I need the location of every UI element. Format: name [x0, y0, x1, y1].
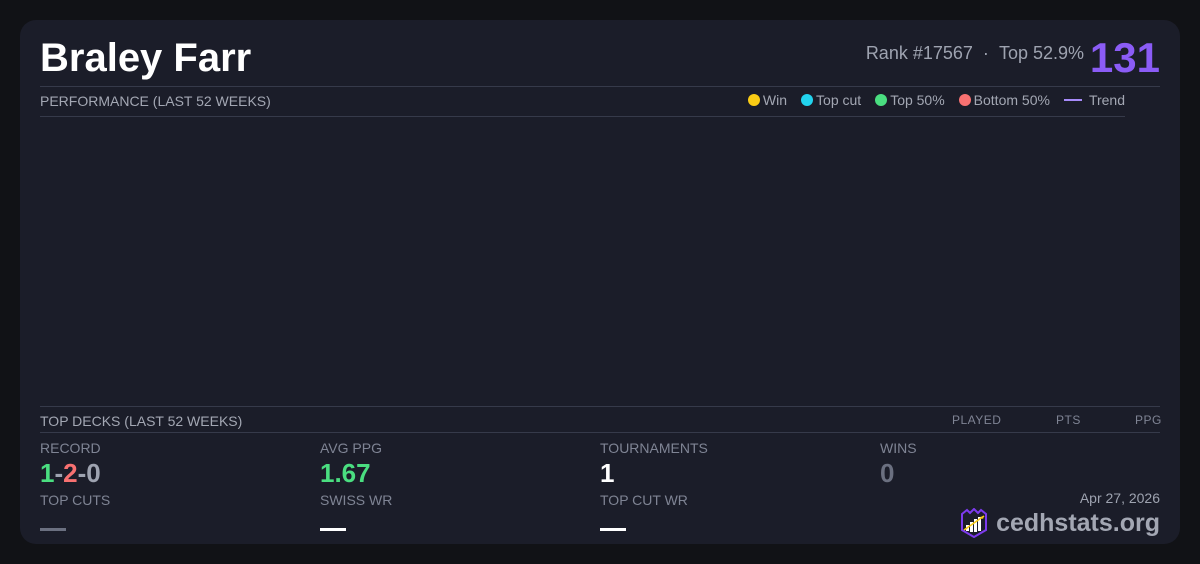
- top-50-dot-icon: [875, 94, 888, 106]
- stat-record: RECORD 1-2-0: [40, 440, 300, 489]
- brand-name: cedhstats.org: [996, 508, 1160, 537]
- record-value: 1-2-0: [40, 458, 300, 489]
- chart-legend: Win Top cut Top 50% Bottom 50% Trend: [747, 92, 1125, 108]
- stat-label: TOURNAMENTS: [600, 440, 708, 456]
- divider: [40, 86, 1160, 87]
- legend-trend: Trend: [1063, 92, 1125, 108]
- brand: cedhstats.org: [960, 508, 1160, 538]
- separator: -: [77, 458, 87, 488]
- column-played: PLAYED: [952, 413, 1002, 427]
- stat-top-cut-wr: TOP CUT WR: [600, 492, 860, 531]
- legend-win: Win: [747, 92, 788, 108]
- legend-label: Trend: [1088, 92, 1125, 108]
- stat-label: AVG PPG: [320, 440, 382, 456]
- stat-value: 0: [880, 458, 895, 488]
- record-wins: 1: [40, 458, 55, 488]
- stat-wins: WINS 0: [880, 440, 1140, 489]
- win-dot-icon: [747, 94, 760, 106]
- legend-top-cut: Top cut: [801, 92, 861, 108]
- top-decks-title: TOP DECKS (LAST 52 WEEKS): [40, 413, 243, 429]
- legend-top-50: Top 50%: [875, 92, 945, 108]
- separator: ·: [982, 43, 989, 63]
- rank: Rank #17567: [865, 43, 973, 63]
- performance-title: PERFORMANCE (LAST 52 WEEKS): [40, 93, 271, 109]
- stat-label: SWISS WR: [320, 492, 393, 508]
- player-card: Braley Farr Rank #17567 · Top 52.9% 131 …: [20, 20, 1180, 544]
- empty-value-dash: [320, 528, 346, 531]
- bottom-50-dot-icon: [958, 94, 971, 106]
- empty-value-dash: [600, 528, 626, 531]
- divider: [40, 116, 1125, 117]
- stat-swiss-wr: SWISS WR: [320, 492, 580, 531]
- stat-top-cuts: TOP CUTS: [40, 492, 300, 531]
- record-losses: 2: [63, 458, 78, 488]
- cedhstats-logo-icon: [961, 508, 988, 538]
- stat-label: TOP CUT WR: [600, 492, 688, 508]
- stat-tournaments: TOURNAMENTS 1: [600, 440, 860, 489]
- column-ppg: PPG: [1135, 413, 1162, 427]
- stat-label: RECORD: [40, 440, 101, 456]
- divider: [40, 406, 1160, 407]
- legend-label: Top cut: [816, 92, 862, 108]
- date: Apr 27, 2026: [1079, 490, 1160, 506]
- stat-value: 1: [600, 458, 615, 488]
- legend-label: Bottom 50%: [973, 92, 1050, 108]
- empty-value-dash: [40, 528, 66, 531]
- legend-label: Win: [762, 92, 788, 108]
- record-draws: 0: [86, 458, 101, 488]
- trend-line-icon: [1063, 99, 1082, 101]
- column-pts: PTS: [1056, 413, 1081, 427]
- top-cut-dot-icon: [801, 94, 814, 106]
- player-name: Braley Farr: [40, 36, 252, 80]
- separator: -: [54, 458, 64, 488]
- score: 131: [1089, 34, 1160, 81]
- legend-bottom-50: Bottom 50%: [958, 92, 1050, 108]
- legend-label: Top 50%: [890, 92, 945, 108]
- performance-chart-area: [40, 117, 1125, 405]
- stat-label: TOP CUTS: [40, 492, 111, 508]
- stat-avg-ppg: AVG PPG 1.67: [320, 440, 580, 489]
- stat-label: WINS: [880, 440, 917, 456]
- divider: [40, 432, 1160, 433]
- stat-value: 1.67: [320, 458, 371, 488]
- rank-info: Rank #17567 · Top 52.9%: [866, 43, 1084, 64]
- top-percent: Top 52.9%: [998, 43, 1084, 63]
